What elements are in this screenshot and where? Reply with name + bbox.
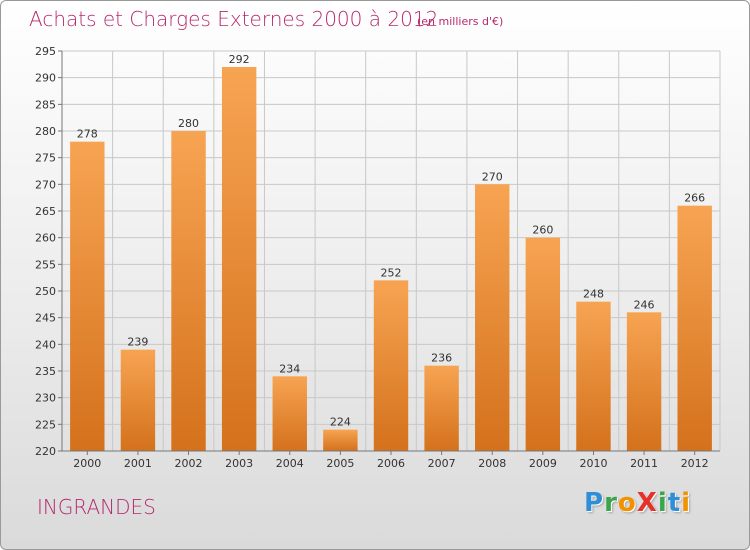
axes: 2202252302352402452502552602652702752802… xyxy=(35,45,720,470)
data-label: 239 xyxy=(127,336,148,349)
y-tick-label: 230 xyxy=(35,392,56,405)
data-label: 270 xyxy=(482,170,503,183)
bar-2005 xyxy=(323,429,358,451)
proxiti-logo[interactable]: ProXiti xyxy=(584,488,691,518)
y-tick-label: 285 xyxy=(35,98,56,111)
bar-2009 xyxy=(525,237,561,451)
logo-letter: r xyxy=(604,488,618,518)
y-tick-label: 260 xyxy=(35,232,56,245)
bar-2004 xyxy=(272,376,307,451)
x-tick-label: 2005 xyxy=(326,457,354,470)
data-label: 280 xyxy=(178,117,199,130)
y-tick-label: 225 xyxy=(35,418,56,431)
bars: 278 239 280 292 234 224 252 236 270 260 248 246 266 xyxy=(70,53,712,452)
bar-2001 xyxy=(120,349,156,451)
data-label: 248 xyxy=(583,288,604,301)
data-label: 292 xyxy=(229,53,250,66)
bar-2012 xyxy=(677,205,712,451)
logo-letter: i xyxy=(657,488,668,518)
bar-2010 xyxy=(576,301,611,451)
x-tick-label: 2011 xyxy=(630,457,658,470)
y-tick-label: 280 xyxy=(35,125,56,138)
x-tick-label: 2008 xyxy=(478,457,506,470)
data-label: 234 xyxy=(279,362,300,375)
data-label: 278 xyxy=(77,128,98,141)
bar-2002 xyxy=(171,131,206,451)
bar-2008 xyxy=(475,184,510,452)
y-tick-label: 295 xyxy=(35,45,56,58)
logo-letter: X xyxy=(636,488,658,518)
chart-subtitle: (en milliers d'€) xyxy=(417,15,504,28)
x-tick-label: 2010 xyxy=(579,457,607,470)
y-tick-label: 290 xyxy=(35,72,56,85)
y-tick-label: 255 xyxy=(35,258,56,271)
commune-name: INGRANDES xyxy=(37,495,156,519)
y-tick-label: 250 xyxy=(35,285,56,298)
y-tick-label: 270 xyxy=(35,178,56,191)
data-label: 246 xyxy=(634,298,655,311)
y-tick-label: 275 xyxy=(35,152,56,165)
x-tick-label: 2002 xyxy=(175,457,203,470)
x-tick-label: 2000 xyxy=(73,457,101,470)
data-label: 224 xyxy=(330,416,351,429)
x-tick-label: 2001 xyxy=(124,457,152,470)
y-tick-label: 220 xyxy=(35,445,56,458)
logo-letter: o xyxy=(617,488,637,518)
y-tick-label: 245 xyxy=(35,312,56,325)
logo-letter: i xyxy=(681,488,692,518)
data-label: 252 xyxy=(381,266,402,279)
bar-2007 xyxy=(424,365,459,451)
x-tick-label: 2004 xyxy=(276,457,304,470)
x-tick-label: 2009 xyxy=(529,457,557,470)
bar-2011 xyxy=(626,312,662,451)
data-label: 260 xyxy=(532,224,553,237)
x-tick-label: 2012 xyxy=(681,457,709,470)
y-tick-label: 235 xyxy=(35,365,56,378)
bar-2003 xyxy=(221,67,257,451)
x-tick-label: 2003 xyxy=(225,457,253,470)
bar-2000 xyxy=(70,141,105,451)
y-tick-label: 265 xyxy=(35,205,56,218)
chart-title: Achats et Charges Externes 2000 à 2012 xyxy=(29,7,439,31)
x-tick-label: 2006 xyxy=(377,457,405,470)
logo-letter: P xyxy=(584,488,605,518)
bar-2006 xyxy=(373,280,409,451)
logo-letter: t xyxy=(667,488,682,518)
x-tick-label: 2007 xyxy=(428,457,456,470)
data-label: 266 xyxy=(684,192,705,205)
data-label: 236 xyxy=(431,352,452,365)
y-tick-label: 240 xyxy=(35,338,56,351)
